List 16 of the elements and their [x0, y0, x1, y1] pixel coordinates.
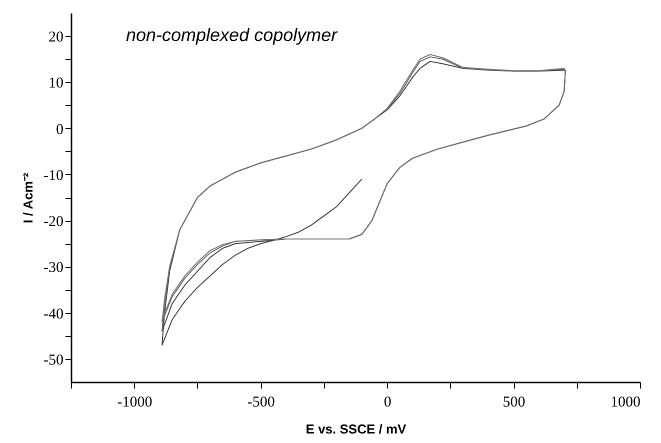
- y-axis-title: I / Acm⁻²: [20, 172, 36, 224]
- y-tick-label: -10: [44, 168, 64, 184]
- y-tick-label: 10: [48, 76, 64, 92]
- x-tick-label: 1000: [610, 394, 640, 410]
- x-tick-label: 500: [502, 394, 526, 410]
- y-tick-label: -40: [44, 306, 64, 322]
- y-tick-label: -50: [44, 352, 64, 368]
- x-tick-label: -500: [247, 394, 275, 410]
- x-tick-label: -1000: [117, 394, 152, 410]
- text: non-complexed copolymer: [126, 25, 338, 45]
- x-axis-title: E vs. SSCE / mV: [306, 422, 407, 436]
- y-tick-label: 0: [56, 122, 64, 138]
- x-tick-label: 0: [384, 394, 392, 410]
- y-tick-label: 20: [48, 30, 64, 46]
- y-tick-label: -20: [44, 214, 64, 230]
- y-tick-label: -30: [44, 260, 64, 276]
